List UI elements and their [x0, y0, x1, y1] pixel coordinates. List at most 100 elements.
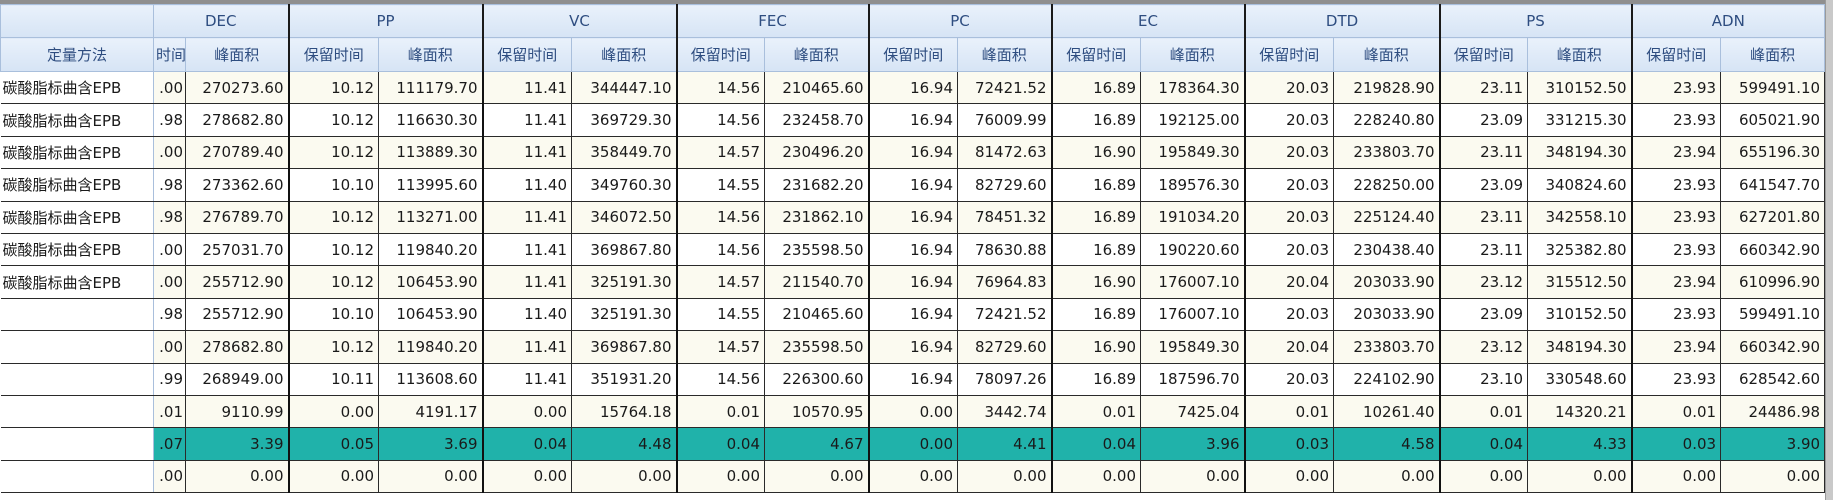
retention-time-cell[interactable]: 23.94: [1630, 135, 1722, 170]
method-cell[interactable]: 碳酸脂标曲含EPB: [0, 232, 154, 267]
peak-area-cell[interactable]: 10570.95: [764, 394, 870, 429]
retention-time-cell[interactable]: 16.89: [1050, 362, 1142, 396]
peak-area-cell[interactable]: 4.41: [957, 427, 1053, 461]
peak-area-cell[interactable]: 219828.90: [1333, 70, 1441, 105]
column-header-peak-area[interactable]: 峰面积: [378, 37, 484, 72]
column-header-retention-time[interactable]: 保留时间: [1630, 37, 1722, 72]
peak-area-cell[interactable]: 119840.20: [378, 330, 484, 364]
column-header-peak-area[interactable]: 峰面积: [764, 37, 870, 72]
retention-time-cell[interactable]: 23.12: [1438, 265, 1529, 299]
table-row[interactable]: 碳酸脂标曲含EPB .00 255712.90 10.12 106453.90 11.41…: [0, 265, 1826, 299]
peak-area-cell[interactable]: 226300.60: [764, 362, 870, 396]
peak-area-cell[interactable]: 276789.70: [184, 200, 290, 234]
peak-area-cell[interactable]: 228250.00: [1333, 168, 1441, 202]
retention-time-cell[interactable]: 0.00: [1630, 459, 1722, 494]
retention-time-cell[interactable]: 23.93: [1630, 362, 1722, 396]
peak-area-cell[interactable]: 195849.30: [1140, 135, 1246, 170]
retention-time-cell[interactable]: .98: [153, 103, 186, 137]
peak-area-cell[interactable]: 610996.90: [1720, 265, 1826, 299]
peak-area-cell[interactable]: 0.00: [184, 459, 290, 494]
peak-area-cell[interactable]: 257031.70: [184, 232, 290, 267]
peak-area-cell[interactable]: 203033.90: [1333, 265, 1441, 299]
retention-time-cell[interactable]: 11.41: [481, 265, 573, 299]
retention-time-cell[interactable]: 16.94: [867, 200, 959, 234]
peak-area-cell[interactable]: 3.69: [378, 427, 484, 461]
peak-area-cell[interactable]: 113271.00: [378, 200, 484, 234]
group-header-vc[interactable]: VC: [481, 4, 678, 38]
peak-area-cell[interactable]: 231682.20: [764, 168, 870, 202]
retention-time-cell[interactable]: 20.03: [1243, 70, 1335, 105]
column-header-retention-time[interactable]: 保留时间: [287, 37, 380, 72]
retention-time-cell[interactable]: 20.03: [1243, 103, 1335, 137]
peak-area-cell[interactable]: 113995.60: [378, 168, 484, 202]
retention-time-cell[interactable]: 0.00: [1438, 459, 1529, 494]
retention-time-cell[interactable]: 0.04: [1050, 427, 1142, 461]
method-cell[interactable]: 碳酸脂标曲含EPB: [0, 200, 154, 234]
method-cell[interactable]: [0, 394, 154, 429]
retention-time-cell[interactable]: 16.94: [867, 70, 959, 105]
retention-time-cell[interactable]: 23.93: [1630, 200, 1722, 234]
table-row-highlighted[interactable]: .07 3.39 0.05 3.69 0.04 4.48 0.04 4.67 0.00 4.41 0…: [0, 427, 1826, 461]
method-cell[interactable]: [0, 427, 154, 461]
peak-area-cell[interactable]: 232458.70: [764, 103, 870, 137]
retention-time-cell[interactable]: 11.40: [481, 168, 573, 202]
column-header-peak-area[interactable]: 峰面积: [571, 37, 678, 72]
peak-area-cell[interactable]: 233803.70: [1333, 330, 1441, 364]
retention-time-cell[interactable]: .01: [153, 394, 186, 429]
retention-time-cell[interactable]: 11.41: [481, 200, 573, 234]
peak-area-cell[interactable]: 7425.04: [1140, 394, 1246, 429]
peak-area-cell[interactable]: 195849.30: [1140, 330, 1246, 364]
peak-area-cell[interactable]: 176007.10: [1140, 265, 1246, 299]
peak-area-cell[interactable]: 270789.40: [184, 135, 290, 170]
peak-area-cell[interactable]: 113608.60: [378, 362, 484, 396]
peak-area-cell[interactable]: 349760.30: [571, 168, 678, 202]
peak-area-cell[interactable]: 369729.30: [571, 103, 678, 137]
retention-time-cell[interactable]: .98: [153, 200, 186, 234]
peak-area-cell[interactable]: 255712.90: [184, 297, 290, 332]
peak-area-cell[interactable]: 273362.60: [184, 168, 290, 202]
table-row[interactable]: .00 278682.80 10.12 119840.20 11.41 369867.80…: [0, 330, 1826, 364]
peak-area-cell[interactable]: 15764.18: [571, 394, 678, 429]
peak-area-cell[interactable]: 192125.00: [1140, 103, 1246, 137]
table-row[interactable]: 碳酸脂标曲含EPB .98 278682.80 10.12 116630.30 11.41…: [0, 103, 1826, 137]
peak-area-cell[interactable]: 599491.10: [1720, 70, 1826, 105]
column-header-peak-area[interactable]: 峰面积: [1140, 37, 1246, 72]
retention-time-cell[interactable]: 16.94: [867, 168, 959, 202]
peak-area-cell[interactable]: 641547.70: [1720, 168, 1826, 202]
retention-time-cell[interactable]: 11.40: [481, 297, 573, 332]
retention-time-cell[interactable]: 0.01: [1438, 394, 1529, 429]
retention-time-cell[interactable]: 16.94: [867, 362, 959, 396]
peak-area-cell[interactable]: 351931.20: [571, 362, 678, 396]
peak-area-cell[interactable]: 116630.30: [378, 103, 484, 137]
retention-time-cell[interactable]: 14.55: [675, 168, 766, 202]
peak-area-cell[interactable]: 342558.10: [1527, 200, 1633, 234]
retention-time-cell[interactable]: 11.41: [481, 362, 573, 396]
peak-area-cell[interactable]: 4.48: [571, 427, 678, 461]
retention-time-cell[interactable]: 16.90: [1050, 135, 1142, 170]
peak-area-cell[interactable]: 325191.30: [571, 297, 678, 332]
column-header-retention-time[interactable]: 保留时间: [675, 37, 766, 72]
column-header-peak-area[interactable]: 峰面积: [184, 37, 290, 72]
retention-time-cell[interactable]: 16.89: [1050, 103, 1142, 137]
retention-time-cell[interactable]: 23.09: [1438, 297, 1529, 332]
peak-area-cell[interactable]: 10261.40: [1333, 394, 1441, 429]
retention-time-cell[interactable]: 11.41: [481, 330, 573, 364]
peak-area-cell[interactable]: 235598.50: [764, 330, 870, 364]
retention-time-cell[interactable]: 16.94: [867, 297, 959, 332]
retention-time-cell[interactable]: 23.12: [1438, 330, 1529, 364]
peak-area-cell[interactable]: 191034.20: [1140, 200, 1246, 234]
retention-time-cell[interactable]: 16.90: [1050, 330, 1142, 364]
method-cell[interactable]: [0, 459, 154, 494]
peak-area-cell[interactable]: 605021.90: [1720, 103, 1826, 137]
retention-time-cell[interactable]: 16.89: [1050, 200, 1142, 234]
retention-time-cell[interactable]: 14.56: [675, 103, 766, 137]
peak-area-cell[interactable]: 331215.30: [1527, 103, 1633, 137]
group-header-fec[interactable]: FEC: [675, 4, 870, 38]
retention-time-cell[interactable]: .98: [153, 297, 186, 332]
retention-time-cell[interactable]: 14.55: [675, 297, 766, 332]
peak-area-cell[interactable]: 0.00: [1527, 459, 1633, 494]
retention-time-cell[interactable]: 23.11: [1438, 232, 1529, 267]
peak-area-cell[interactable]: 211540.70: [764, 265, 870, 299]
retention-time-cell[interactable]: 23.11: [1438, 135, 1529, 170]
retention-time-cell[interactable]: .00: [153, 70, 186, 105]
